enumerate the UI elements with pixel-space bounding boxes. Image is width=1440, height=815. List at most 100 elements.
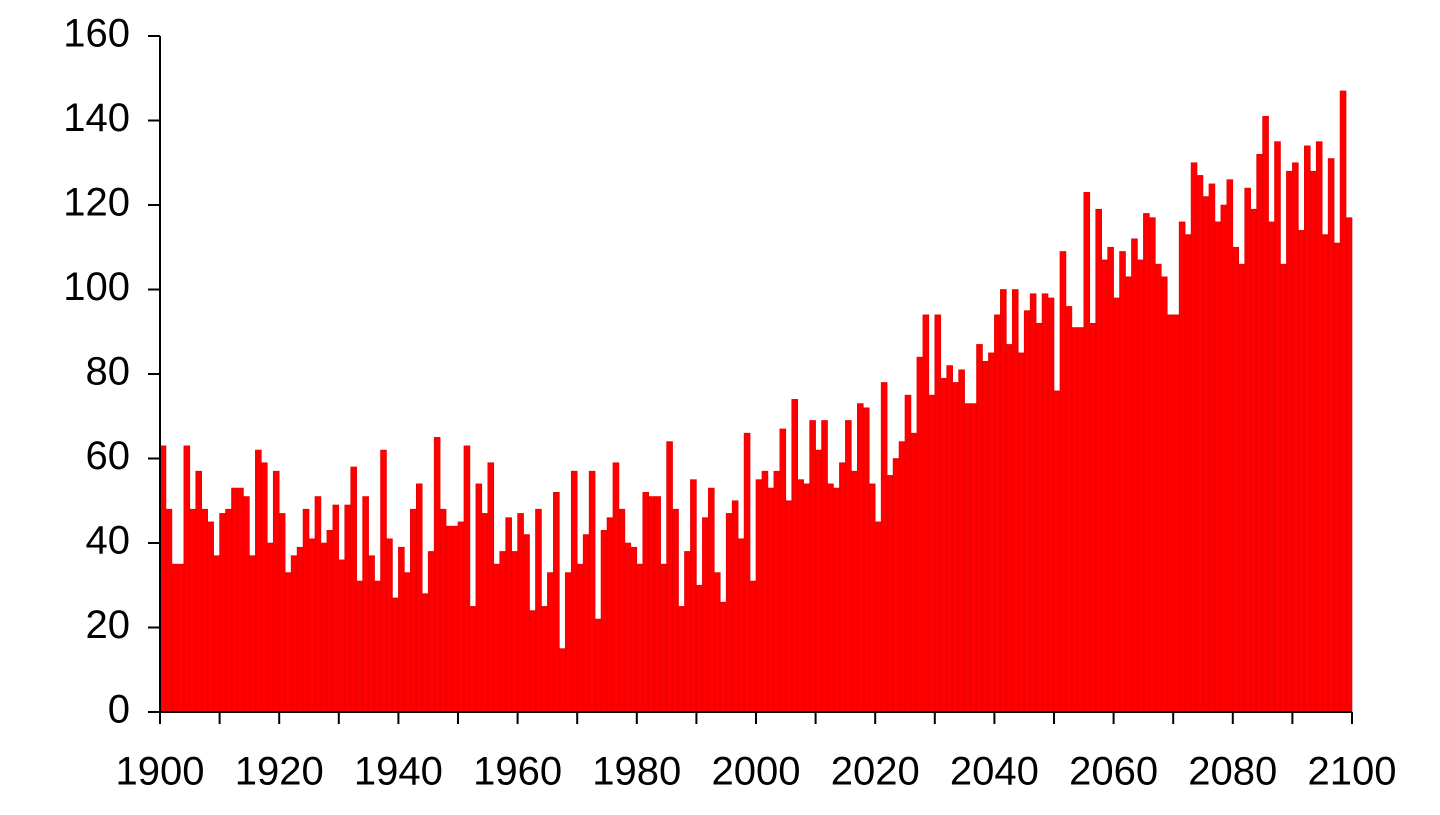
- bar: [368, 555, 375, 713]
- bar: [183, 445, 191, 713]
- bar: [725, 513, 733, 713]
- y-tick-label: 20: [86, 603, 131, 647]
- bar: [928, 394, 936, 713]
- bar: [630, 546, 638, 713]
- bar: [713, 572, 721, 713]
- bar: [433, 437, 441, 713]
- bar: [1339, 90, 1347, 713]
- bar: [1262, 115, 1269, 713]
- bar: [815, 449, 822, 713]
- bar: [1214, 221, 1222, 713]
- bar: [785, 500, 793, 713]
- bar: [922, 314, 930, 713]
- bar: [219, 513, 226, 713]
- bar: [588, 470, 596, 713]
- bar: [439, 508, 447, 713]
- bar: [1071, 327, 1079, 713]
- bar: [988, 352, 995, 713]
- bar: [541, 606, 548, 713]
- bar: [1065, 306, 1073, 713]
- bar: [660, 563, 667, 713]
- bar: [1268, 221, 1275, 713]
- bar: [427, 551, 435, 713]
- bar: [1160, 276, 1168, 713]
- bar: [1190, 162, 1198, 713]
- bar: [1095, 208, 1102, 713]
- bar: [1274, 141, 1281, 713]
- bar: [207, 521, 214, 713]
- bar: [1077, 327, 1085, 713]
- x-tick-label: 2100: [1308, 750, 1397, 794]
- bar: [1125, 276, 1132, 713]
- bar: [636, 563, 644, 713]
- bar: [457, 521, 465, 713]
- bar: [1184, 234, 1192, 713]
- bar: [606, 517, 614, 713]
- bar: [415, 483, 423, 713]
- bar: [1172, 314, 1180, 713]
- bar: [1202, 196, 1210, 713]
- bar: [1155, 263, 1162, 713]
- bar: [886, 475, 894, 713]
- bar: [505, 517, 512, 713]
- bar: [642, 491, 650, 713]
- bar: [511, 551, 518, 713]
- bar: [1089, 322, 1097, 713]
- bar: [1113, 297, 1120, 713]
- bar: [1232, 246, 1240, 713]
- bar: [773, 470, 781, 713]
- bar: [398, 546, 405, 713]
- bar: [171, 563, 179, 713]
- bar: [290, 555, 298, 713]
- bar: [529, 610, 536, 713]
- bar: [404, 572, 411, 713]
- bar: [255, 449, 262, 713]
- bar: [553, 491, 560, 713]
- bar: [582, 534, 590, 713]
- bar: [177, 563, 185, 713]
- bar: [970, 403, 977, 713]
- bar: [1286, 170, 1293, 713]
- bar: [898, 441, 906, 713]
- bar: [266, 542, 274, 713]
- bar: [958, 369, 965, 713]
- bar: [600, 530, 608, 713]
- bar: [338, 559, 346, 713]
- bar: [1053, 390, 1061, 713]
- bar: [982, 361, 989, 713]
- bar: [767, 487, 775, 713]
- bar: [1011, 289, 1019, 713]
- bar: [1166, 314, 1174, 713]
- bar: [1059, 251, 1067, 713]
- bar: [737, 538, 745, 713]
- bar: [213, 555, 220, 713]
- bar: [535, 508, 542, 713]
- bar: [487, 462, 495, 713]
- bar: [1220, 204, 1228, 713]
- bar: [481, 513, 489, 713]
- bar: [1107, 246, 1114, 713]
- bar: [809, 420, 816, 713]
- bar: [1023, 310, 1031, 713]
- bar: [332, 504, 340, 713]
- bar: [499, 551, 506, 713]
- bar: [749, 580, 757, 713]
- bar: [833, 487, 840, 713]
- bar: [1006, 344, 1013, 713]
- bar: [517, 513, 524, 713]
- bar: [523, 534, 530, 713]
- bar: [576, 563, 584, 713]
- bar: [1035, 322, 1043, 713]
- bar: [761, 470, 769, 713]
- bar: [946, 365, 953, 713]
- bar: [201, 508, 208, 713]
- bar: [1208, 183, 1216, 713]
- bar: [934, 314, 942, 713]
- bar: [868, 483, 876, 713]
- bar: [1333, 242, 1341, 713]
- bar: [1131, 238, 1138, 713]
- bar: [880, 382, 888, 713]
- bar: [1017, 352, 1025, 713]
- x-tick-label: 2000: [712, 750, 801, 794]
